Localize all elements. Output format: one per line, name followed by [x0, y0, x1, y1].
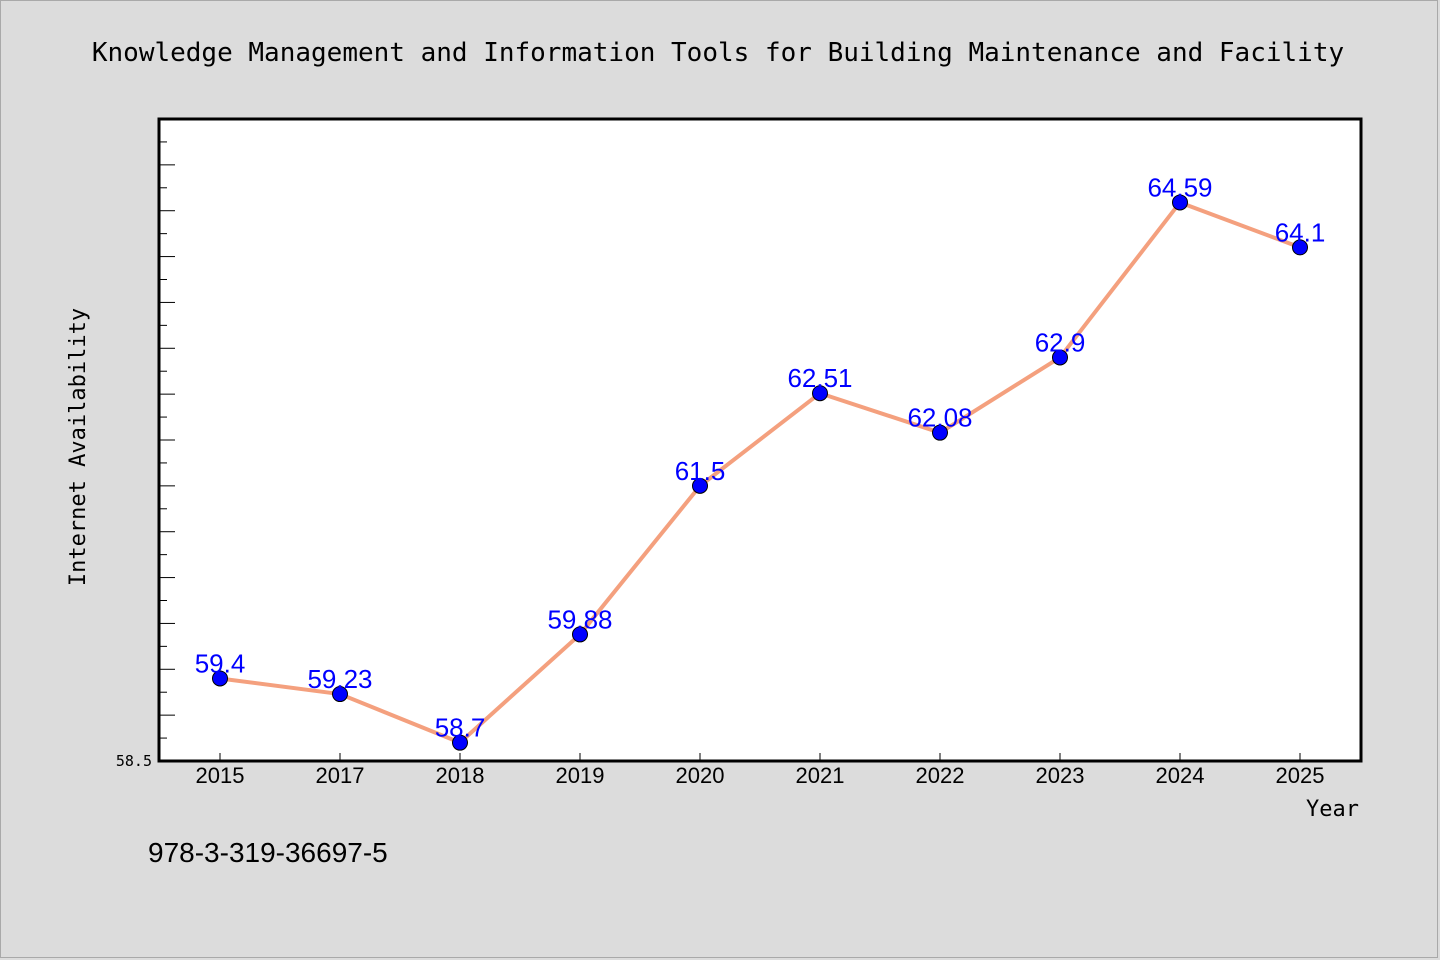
y-tick-label: 58.5 — [116, 752, 152, 770]
data-label-group: 59.4 59.23 58.7 59.88 61.5 62.51 62.08 62.9 64.5… — [195, 172, 1326, 742]
x-tick-label: 2017 — [316, 763, 365, 788]
x-axis-tick-labels: 2015 2017 2018 2019 2020 2021 2022 2023 2024 2025 — [196, 763, 1325, 788]
x-tick-label: 2022 — [916, 763, 965, 788]
data-point-marker — [1172, 194, 1188, 211]
data-point-marker — [452, 734, 468, 751]
data-point-marker — [1292, 239, 1308, 256]
data-label: 62.9 — [1035, 327, 1086, 357]
isbn-footer: 978-3-319-36697-5 — [148, 837, 388, 868]
data-label: 61.5 — [675, 456, 726, 486]
data-label: 64.1 — [1275, 217, 1326, 247]
y-axis-label: Internet Availability — [66, 308, 91, 586]
x-tick-label: 2024 — [1156, 763, 1205, 788]
data-label: 59.23 — [307, 664, 372, 694]
x-axis-label: Year — [1306, 797, 1359, 822]
data-point-marker — [1052, 349, 1068, 366]
y-axis-ticks — [159, 118, 175, 762]
data-label: 58.7 — [435, 713, 486, 743]
data-point-marker — [332, 686, 348, 703]
data-label: 62.51 — [787, 363, 852, 393]
data-point-marker — [572, 626, 588, 643]
data-label: 59.4 — [195, 648, 246, 678]
data-label: 64.59 — [1147, 172, 1212, 202]
data-point-marker — [212, 670, 228, 687]
data-point-marker — [932, 424, 948, 441]
x-tick-label: 2018 — [436, 763, 485, 788]
x-tick-label: 2021 — [796, 763, 845, 788]
x-tick-label: 2015 — [196, 763, 245, 788]
chart-title: Knowledge Management and Information Too… — [92, 38, 1344, 68]
data-point-marker — [812, 385, 828, 402]
x-tick-label: 2025 — [1276, 763, 1325, 788]
x-tick-label: 2020 — [676, 763, 725, 788]
data-label: 59.88 — [547, 604, 612, 634]
marker-group — [212, 194, 1308, 751]
x-tick-label: 2019 — [556, 763, 605, 788]
data-label: 62.08 — [907, 403, 972, 433]
x-axis-ticks — [219, 753, 1301, 761]
x-tick-label: 2023 — [1036, 763, 1085, 788]
data-point-marker — [692, 477, 708, 494]
series-line-group — [219, 200, 1301, 745]
series-line — [219, 200, 1301, 745]
